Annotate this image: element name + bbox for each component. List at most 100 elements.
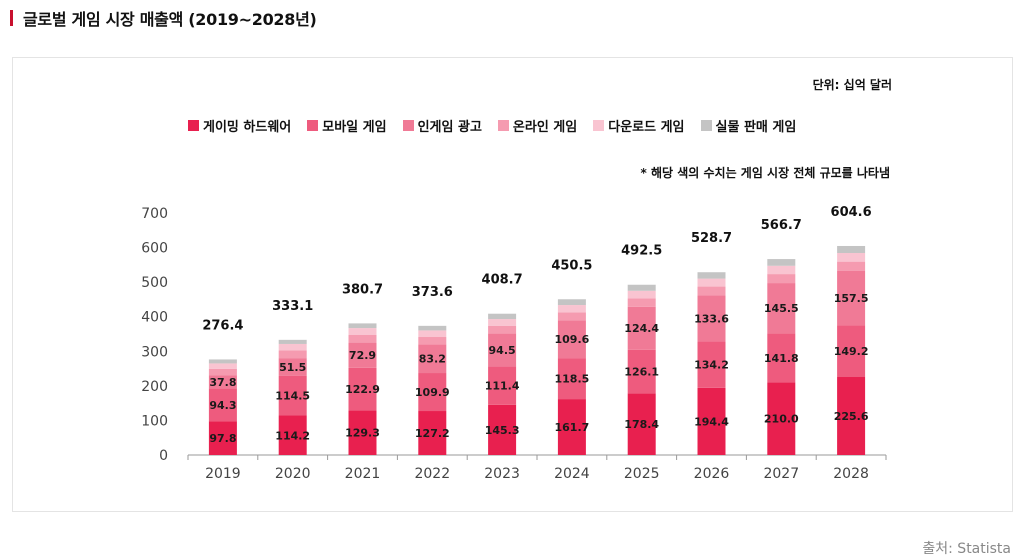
- x-tick-label: 2024: [554, 466, 590, 482]
- unit-label: 단위: 십억 달러: [812, 78, 892, 92]
- bar-value-label: 118.5: [555, 373, 590, 386]
- bar-value-label: 129.3: [345, 427, 380, 440]
- legend-label: 게이밍 하드웨어: [203, 120, 292, 135]
- bar-segment: [697, 387, 726, 455]
- bar-segment: [208, 363, 237, 369]
- bar-segment: [627, 298, 656, 307]
- bar-segment: [488, 366, 517, 405]
- bar-total-label: 276.4: [202, 318, 243, 333]
- bar-value-label: 194.4: [694, 415, 729, 428]
- bar-total-label: 492.5: [621, 244, 662, 259]
- bar-segment: [348, 367, 377, 411]
- bar-segment: [418, 373, 447, 412]
- source-label: 출처: Statista: [922, 541, 1011, 557]
- bar-segment: [557, 305, 586, 313]
- bar-segment: [418, 325, 447, 331]
- y-tick-label: 300: [141, 344, 168, 360]
- legend-swatch: [188, 120, 199, 131]
- bar-segment: [837, 377, 866, 455]
- bar-segment: [348, 328, 377, 336]
- bar-total-label: 528.7: [691, 231, 732, 246]
- bar-value-label: 114.5: [275, 390, 310, 403]
- bar-segment: [627, 284, 656, 291]
- legend-swatch: [497, 120, 509, 131]
- bar-segment: [488, 325, 517, 334]
- bar-total-label: 333.1: [272, 299, 313, 314]
- x-tick-label: 2019: [205, 466, 241, 482]
- bar-segment: [348, 323, 377, 329]
- bar-segment: [418, 411, 447, 455]
- bar-value-label: 225.6: [834, 410, 869, 423]
- bar-segment: [348, 410, 377, 455]
- bar-value-label: 178.4: [624, 418, 659, 431]
- bar-segment: [767, 274, 796, 284]
- bar-total-label: 604.6: [831, 205, 872, 220]
- bar-segment: [627, 393, 656, 455]
- x-tick-label: 2025: [624, 466, 660, 482]
- x-tick-label: 2023: [484, 466, 520, 482]
- bar-segment: [837, 270, 866, 326]
- legend: 게이밍 하드웨어 모바일 게임 인게임 광고 온라인 게임 다운로드 게임 실물…: [188, 116, 812, 135]
- bar-value-label: 72.9: [349, 349, 376, 362]
- y-tick-label: 500: [141, 275, 168, 291]
- bar-segment: [627, 349, 656, 394]
- bar-segment: [767, 283, 796, 334]
- bar-segment: [348, 342, 377, 368]
- bar-segment: [208, 359, 237, 364]
- bar-total-label: 450.5: [551, 258, 592, 273]
- bar-value-label: 161.7: [555, 421, 590, 434]
- bar-value-label: 94.5: [489, 344, 516, 357]
- bar-segment: [488, 313, 517, 320]
- bar-value-label: 114.2: [275, 429, 310, 442]
- bar-segment: [697, 286, 726, 296]
- bar-segment: [208, 388, 237, 422]
- bar-value-label: 126.1: [624, 366, 659, 379]
- bar-segment: [697, 272, 726, 279]
- legend-label: 인게임 광고: [417, 120, 482, 135]
- legend-item-mobile: 모바일 게임: [307, 116, 387, 135]
- bar-segment: [557, 320, 586, 359]
- legend-item-online: 온라인 게임: [497, 116, 578, 135]
- bar-value-label: 37.8: [209, 376, 236, 389]
- bar-segment: [278, 358, 307, 376]
- legend-label: 다운로드 게임: [608, 120, 685, 135]
- bar-segment: [208, 375, 237, 389]
- bar-segment: [208, 368, 237, 376]
- x-tick-label: 2020: [275, 466, 311, 482]
- bar-segment: [488, 404, 517, 455]
- bar-segment: [837, 325, 866, 378]
- legend-label: 실물 판매 게임: [715, 120, 797, 135]
- legend-swatch: [700, 120, 712, 131]
- x-tick-label: 2028: [833, 466, 869, 482]
- bar-segment: [278, 339, 307, 344]
- bar-segment: [557, 358, 586, 400]
- bar-segment: [837, 245, 866, 253]
- legend-label: 온라인 게임: [512, 120, 578, 135]
- x-tick-label: 2027: [763, 466, 799, 482]
- bar-segment: [348, 335, 377, 343]
- chart-note: * 해당 색의 수치는 게임 시장 전체 규모를 나타냄: [640, 166, 890, 180]
- bar-value-label: 109.9: [415, 386, 450, 399]
- bar-segment: [488, 333, 517, 367]
- bar-value-label: 141.8: [764, 352, 799, 365]
- bar-value-label: 94.3: [209, 399, 236, 412]
- y-tick-label: 100: [141, 413, 168, 429]
- y-tick-label: 400: [141, 310, 168, 326]
- bar-segment: [278, 375, 307, 416]
- bar-segment: [627, 290, 656, 299]
- bar-segment: [697, 295, 726, 342]
- bar-value-label: 149.2: [834, 345, 869, 358]
- bar-segment: [557, 299, 586, 306]
- bar-value-label: 134.2: [694, 359, 729, 372]
- x-tick-label: 2022: [414, 466, 450, 482]
- x-tick-label: 2026: [694, 466, 730, 482]
- bar-value-label: 127.2: [415, 427, 450, 440]
- legend-item-ingame-ads: 인게임 광고: [402, 116, 482, 135]
- bar-segment: [767, 265, 796, 275]
- bar-value-label: 133.6: [694, 312, 729, 325]
- bar-segment: [208, 421, 237, 455]
- bar-value-label: 124.4: [624, 322, 659, 335]
- y-tick-label: 700: [141, 206, 168, 222]
- bar-total-label: 566.7: [761, 218, 802, 233]
- bar-segment: [488, 319, 517, 326]
